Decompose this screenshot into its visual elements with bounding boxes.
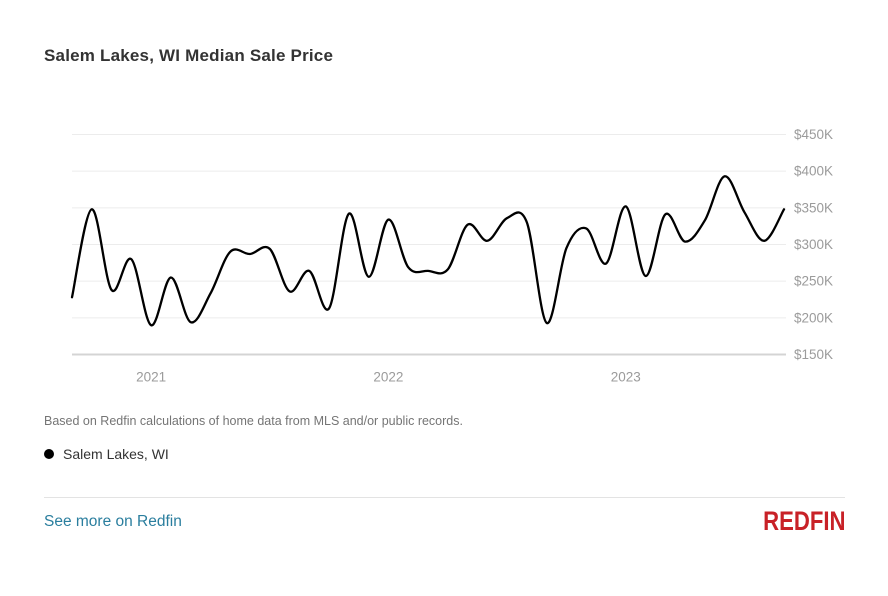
- x-tick-label: 2022: [373, 370, 403, 385]
- x-tick-label: 2023: [611, 370, 641, 385]
- y-tick-label: $200K: [794, 310, 833, 325]
- legend-series-label: Salem Lakes, WI: [63, 446, 169, 462]
- median-sale-price-line: [70, 175, 786, 327]
- y-tick-label: $350K: [794, 200, 833, 215]
- chart-legend: Salem Lakes, WI: [44, 446, 169, 462]
- y-tick-label: $250K: [794, 274, 833, 289]
- y-tick-label: $150K: [794, 347, 833, 362]
- y-tick-label: $400K: [794, 164, 833, 179]
- y-tick-label: $300K: [794, 237, 833, 252]
- legend-bullet-icon: [44, 449, 54, 459]
- chart-title: Salem Lakes, WI Median Sale Price: [44, 46, 334, 65]
- data-source-footnote: Based on Redfin calculations of home dat…: [44, 414, 463, 428]
- x-tick-label: 2021: [136, 370, 166, 385]
- price-trend-chart: $450K $400K $350K $300K $250K $200K $150K 2021 2…: [70, 127, 833, 385]
- see-more-on-redfin-link[interactable]: See more on Redfin: [44, 513, 182, 530]
- y-tick-label: $450K: [794, 127, 833, 142]
- footer-divider: [44, 497, 845, 498]
- redfin-logo: REDFIN: [762, 506, 845, 536]
